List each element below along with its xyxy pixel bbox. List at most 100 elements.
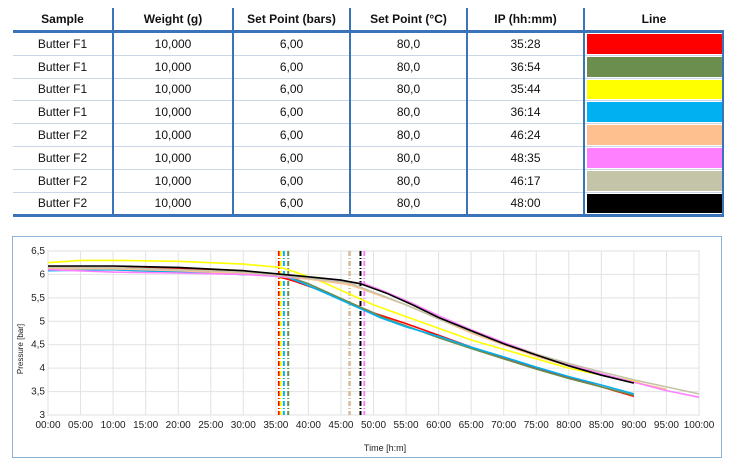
x-tick-label: 40:00 bbox=[296, 420, 321, 431]
cell-ip: 46:24 bbox=[467, 123, 585, 147]
line-color-swatch bbox=[587, 79, 722, 100]
cell-setpoint-bars: 6,00 bbox=[233, 30, 351, 56]
line-color-swatch bbox=[587, 147, 722, 168]
x-tick-label: 25:00 bbox=[198, 420, 223, 431]
cell-ip: 35:28 bbox=[467, 30, 585, 56]
column-header-setpoint-bars: Set Point (bars) bbox=[233, 8, 351, 32]
column-header-ip: IP (hh:mm) bbox=[467, 8, 585, 32]
x-tick-label: 45:00 bbox=[328, 420, 353, 431]
x-tick-label: 90:00 bbox=[621, 420, 646, 431]
cell-ip: 36:54 bbox=[467, 54, 585, 79]
series-line bbox=[48, 265, 635, 384]
cell-weight: 10,000 bbox=[113, 123, 234, 147]
y-tick-label: 5 bbox=[39, 316, 45, 327]
series-line bbox=[47, 268, 700, 398]
cell-sample: Butter F1 bbox=[13, 30, 114, 56]
cell-setpoint-bars: 6,00 bbox=[233, 123, 351, 147]
x-tick-label: 20:00 bbox=[166, 420, 191, 431]
cell-sample: Butter F1 bbox=[13, 100, 114, 124]
cell-sample: Butter F2 bbox=[13, 123, 114, 147]
cell-line bbox=[584, 191, 724, 218]
cell-setpoint-bars: 6,00 bbox=[233, 168, 351, 193]
x-tick-label: 75:00 bbox=[524, 420, 549, 431]
table-row: Butter F1 10,000 6,00 80,0 36:54 bbox=[13, 54, 724, 79]
y-tick-label: 3,5 bbox=[31, 387, 45, 398]
chart-axes: 3 3,5 4 4,5 5 5,5 6 6,5 00:00 05:00 10:00 15:00 20:0… bbox=[31, 246, 715, 431]
cell-weight: 10,000 bbox=[113, 168, 234, 193]
cell-setpoint-bars: 6,00 bbox=[233, 54, 351, 79]
series-line bbox=[48, 266, 700, 395]
cell-line bbox=[584, 123, 724, 147]
cell-weight: 10,000 bbox=[113, 30, 234, 56]
cell-setpoint-c: 80,0 bbox=[350, 145, 468, 170]
line-color-swatch bbox=[587, 102, 722, 123]
line-color-swatch bbox=[587, 34, 722, 54]
column-header-sample: Sample bbox=[13, 8, 114, 32]
x-tick-label: 15:00 bbox=[133, 420, 158, 431]
cell-weight: 10,000 bbox=[113, 145, 234, 170]
cell-line bbox=[584, 168, 724, 193]
cell-weight: 10,000 bbox=[113, 77, 234, 101]
cell-setpoint-c: 80,0 bbox=[350, 123, 468, 147]
x-tick-label: 05:00 bbox=[68, 420, 93, 431]
table-row: Butter F2 10,000 6,00 80,0 46:24 bbox=[13, 123, 724, 147]
column-header-line: Line bbox=[641, 12, 667, 26]
pressure-chart-svg: 3 3,5 4 4,5 5 5,5 6 6,5 00:00 05:00 10:00 15:00 20:0… bbox=[16, 246, 715, 453]
cell-line bbox=[584, 145, 724, 170]
x-tick-label: 60:00 bbox=[426, 420, 451, 431]
cell-setpoint-c: 80,0 bbox=[350, 168, 468, 193]
y-tick-label: 6 bbox=[39, 269, 45, 280]
y-tick-label: 4 bbox=[39, 363, 45, 374]
y-tick-label: 3 bbox=[39, 410, 45, 421]
cell-ip: 36:14 bbox=[467, 100, 585, 124]
x-tick-label: 55:00 bbox=[394, 420, 419, 431]
x-tick-label: 35:00 bbox=[263, 420, 288, 431]
chart-grid bbox=[47, 250, 700, 416]
cell-line bbox=[584, 100, 724, 124]
column-header-setpoint-c: Set Point (°C) bbox=[350, 8, 468, 32]
table-row: Butter F1 10,000 6,00 80,0 35:28 bbox=[13, 30, 724, 56]
cell-weight: 10,000 bbox=[113, 100, 234, 124]
x-tick-label: 50:00 bbox=[361, 420, 386, 431]
line-color-swatch bbox=[587, 125, 722, 145]
x-tick-label: 95:00 bbox=[654, 420, 679, 431]
x-tick-label: 65:00 bbox=[459, 420, 484, 431]
cell-ip: 35:44 bbox=[467, 77, 585, 101]
cell-setpoint-bars: 6,00 bbox=[233, 145, 351, 170]
x-tick-label: 85:00 bbox=[589, 420, 614, 431]
cell-setpoint-c: 80,0 bbox=[350, 30, 468, 56]
cell-setpoint-c: 80,0 bbox=[350, 77, 468, 101]
table-row: Butter F1 10,000 6,00 80,0 35:44 bbox=[13, 77, 724, 101]
cell-line bbox=[584, 54, 724, 79]
cell-sample: Butter F1 bbox=[13, 54, 114, 79]
cell-setpoint-c: 80,0 bbox=[350, 100, 468, 124]
table-row: Butter F2 10,000 6,00 80,0 48:35 bbox=[13, 145, 724, 170]
table-header-row: Sample Weight (g) Set Point (bars) Set P… bbox=[13, 8, 723, 32]
line-color-swatch bbox=[587, 56, 722, 77]
cell-setpoint-bars: 6,00 bbox=[233, 191, 351, 218]
cell-weight: 10,000 bbox=[113, 191, 234, 218]
table-row: Butter F2 10,000 6,00 80,0 46:17 bbox=[13, 168, 724, 193]
cell-sample: Butter F2 bbox=[13, 191, 114, 218]
pressure-chart: 3 3,5 4 4,5 5 5,5 6 6,5 00:00 05:00 10:00 15:00 20:0… bbox=[12, 236, 722, 458]
y-tick-label: 6,5 bbox=[31, 246, 45, 257]
sample-table: Sample Weight (g) Set Point (bars) Set P… bbox=[13, 8, 724, 218]
x-axis-label: Time [h:m] bbox=[364, 443, 406, 453]
cell-setpoint-c: 80,0 bbox=[350, 54, 468, 79]
cell-weight: 10,000 bbox=[113, 54, 234, 79]
x-tick-label: 80:00 bbox=[556, 420, 581, 431]
ip-markers bbox=[277, 251, 366, 415]
cell-setpoint-c: 80,0 bbox=[350, 191, 468, 218]
cell-setpoint-bars: 6,00 bbox=[233, 77, 351, 101]
table-row: Butter F2 10,000 6,00 80,0 48:00 bbox=[13, 191, 724, 218]
line-color-swatch bbox=[587, 193, 722, 214]
cell-ip: 48:00 bbox=[467, 191, 585, 218]
cell-sample: Butter F2 bbox=[13, 168, 114, 193]
x-tick-label: 00:00 bbox=[35, 420, 60, 431]
cell-sample: Butter F2 bbox=[13, 145, 114, 170]
table-row: Butter F1 10,000 6,00 80,0 36:14 bbox=[13, 100, 724, 124]
chart-series bbox=[47, 259, 700, 398]
line-color-swatch bbox=[587, 170, 722, 191]
y-axis-label: Pressure [bar] bbox=[16, 324, 25, 374]
x-tick-label: 70:00 bbox=[491, 420, 516, 431]
